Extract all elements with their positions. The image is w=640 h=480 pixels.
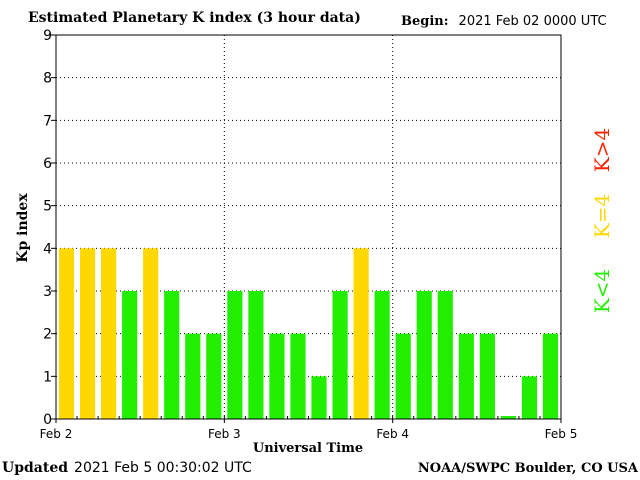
kp-bar bbox=[122, 291, 138, 419]
y-tick-label: 3 bbox=[43, 284, 52, 300]
y-tick-label: 2 bbox=[43, 327, 52, 343]
begin-value: 2021 Feb 02 0000 UTC bbox=[458, 14, 607, 29]
kp-bar bbox=[79, 248, 96, 419]
kp-bar bbox=[101, 248, 117, 419]
kp-bar bbox=[353, 248, 369, 419]
y-tick-label: 4 bbox=[43, 241, 52, 257]
y-tick-label: 0 bbox=[43, 412, 52, 428]
begin-label: Begin: bbox=[401, 14, 449, 29]
legend-k-below-4: K<4 bbox=[590, 268, 614, 314]
x-tick-label: Feb 3 bbox=[208, 427, 241, 441]
kp-bar bbox=[143, 248, 159, 419]
kp-bar bbox=[164, 291, 180, 419]
kp-bar bbox=[332, 291, 348, 419]
y-tick-label: 1 bbox=[43, 369, 52, 385]
kp-bar bbox=[185, 333, 201, 419]
x-axis-label: Universal Time bbox=[253, 441, 363, 456]
kp-bar bbox=[248, 291, 264, 419]
kp-bar bbox=[311, 376, 327, 419]
kp-bar bbox=[521, 376, 538, 419]
kp-bar bbox=[542, 333, 559, 419]
kp-bar bbox=[416, 291, 432, 419]
kp-bar bbox=[227, 291, 243, 419]
kp-bar bbox=[395, 333, 411, 419]
y-tick-label: 9 bbox=[43, 28, 52, 44]
chart-title: Estimated Planetary K index (3 hour data… bbox=[28, 10, 361, 26]
x-tick-label: Feb 4 bbox=[376, 427, 409, 441]
kp-bar bbox=[374, 291, 390, 419]
x-tick-label: Feb 5 bbox=[545, 427, 578, 441]
kp-bar bbox=[269, 333, 285, 419]
y-tick-label: 8 bbox=[43, 71, 52, 87]
kp-bar bbox=[58, 248, 75, 419]
kp-bar bbox=[500, 416, 516, 419]
updated-timestamp: Updated 2021 Feb 5 00:30:02 UTC bbox=[2, 460, 252, 476]
kp-bar bbox=[206, 333, 222, 419]
y-tick-label: 5 bbox=[43, 199, 52, 215]
y-tick-label: 6 bbox=[43, 156, 52, 172]
updated-label: Updated bbox=[2, 460, 69, 476]
begin-time: Begin: 2021 Feb 02 0000 UTC bbox=[401, 14, 607, 29]
kp-bar bbox=[290, 333, 306, 419]
kp-bar bbox=[437, 291, 453, 419]
updated-value: 2021 Feb 5 00:30:02 UTC bbox=[74, 460, 252, 476]
kp-bar bbox=[479, 333, 495, 419]
y-tick-label: 7 bbox=[43, 113, 52, 129]
y-axis-label: Kp index bbox=[15, 193, 31, 263]
x-tick-label: Feb 2 bbox=[40, 427, 73, 441]
kp-bar bbox=[458, 333, 474, 419]
data-source: NOAA/SWPC Boulder, CO USA bbox=[417, 461, 638, 476]
